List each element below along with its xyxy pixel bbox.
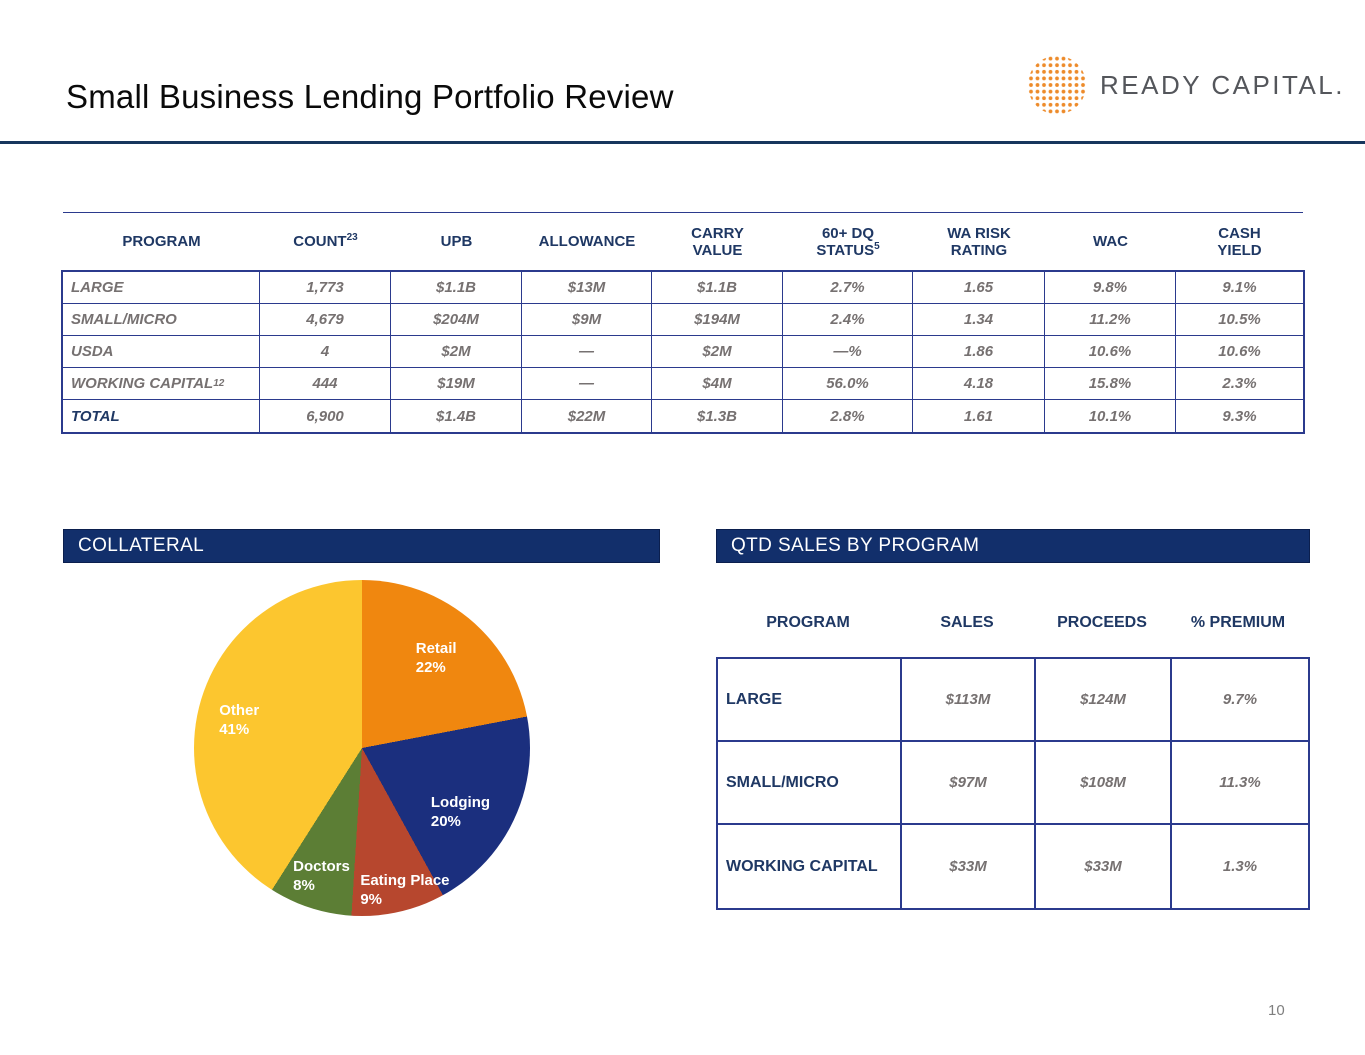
table-cell: 9.7% [1172, 659, 1308, 742]
col-header-cash-yield: CASH YIELD [1217, 224, 1262, 259]
page-number: 10 [1268, 1002, 1285, 1019]
table-cell: $124M [1036, 659, 1172, 742]
table-cell: 9.1% [1176, 272, 1303, 304]
pie-label-other: Other 41% [219, 701, 260, 738]
table-cell: $108M [1036, 742, 1172, 825]
portfolio-table-header-row: PROGRAM COUNT23 UPB ALLOWANCE CARRY VALUE… [63, 214, 1303, 269]
table-cell: 2.4% [783, 304, 913, 336]
pie-label-lodging: Lodging 20% [430, 794, 491, 831]
table-cell: 10.5% [1176, 304, 1303, 336]
table-cell: $194M [652, 304, 783, 336]
table-cell: 4 [260, 336, 391, 368]
col-header-program: PROGRAM [766, 614, 850, 631]
table-cell: $19M [391, 368, 522, 400]
table-cell: 1.86 [913, 336, 1045, 368]
table-cell: 2.8% [783, 400, 913, 432]
col-header-upb: UPB [440, 233, 473, 250]
table-row-label: WORKING CAPITAL 12 [63, 368, 260, 400]
table-cell: — [522, 336, 652, 368]
qtd-sales-header-row: PROGRAM SALES PROCEEDS % PREMIUM [716, 608, 1306, 638]
collateral-section-header: COLLATERAL [63, 529, 660, 563]
sales-row-label: LARGE [718, 659, 902, 742]
table-cell: 10.6% [1045, 336, 1176, 368]
col-header-wa-risk-rating: WA RISK RATING [947, 224, 1011, 259]
logo-text: READY CAPITAL. [1100, 69, 1345, 100]
page-title: Small Business Lending Portfolio Review [66, 78, 674, 115]
table-cell: 1.65 [913, 272, 1045, 304]
col-header-proceeds: PROCEEDS [1057, 614, 1147, 631]
table-cell: $22M [522, 400, 652, 432]
table-cell: — [522, 368, 652, 400]
logo-dots-icon [1027, 55, 1087, 115]
collateral-pie: Retail 22% Other 41% Lodging 20% Doctors 8% … [194, 580, 530, 916]
table-cell: 1.61 [913, 400, 1045, 432]
table-cell: $113M [902, 659, 1036, 742]
pie-label-doctors: Doctors 8% [293, 858, 350, 895]
col-header-dq-status: 60+ DQ STATUS5 [816, 224, 880, 259]
table-row-label: USDA [63, 336, 260, 368]
table-cell: 444 [260, 368, 391, 400]
pie-label-eating-place: Eating Place 9% [360, 871, 450, 908]
table-cell: $1.4B [391, 400, 522, 432]
table-row-label-total: TOTAL [63, 400, 260, 432]
table-cell: 56.0% [783, 368, 913, 400]
table-cell: 4.18 [913, 368, 1045, 400]
table-cell: $2M [652, 336, 783, 368]
table-cell: 15.8% [1045, 368, 1176, 400]
table-cell: 10.6% [1176, 336, 1303, 368]
table-cell: 10.1% [1045, 400, 1176, 432]
table-cell: $9M [522, 304, 652, 336]
table-cell: $2M [391, 336, 522, 368]
table-cell: 1.34 [913, 304, 1045, 336]
ready-capital-logo: READY CAPITAL. [1026, 55, 1345, 115]
table-cell: 1.3% [1222, 858, 1258, 875]
table-cell: 2.3% [1176, 368, 1303, 400]
table-cell: —% [783, 336, 913, 368]
table-cell: $4M [652, 368, 783, 400]
table-cell: $1.3B [652, 400, 783, 432]
table-row-label: LARGE [63, 272, 260, 304]
table-cell: 9.3% [1222, 407, 1257, 425]
sales-row-label: SMALL/MICRO [718, 742, 902, 825]
qtd-sales-section-header: QTD SALES BY PROGRAM [716, 529, 1310, 563]
table-cell: $13M [522, 272, 652, 304]
table-cell: 4,679 [260, 304, 391, 336]
table-cell: $33M [902, 825, 1036, 908]
col-header-allowance: ALLOWANCE [538, 233, 636, 250]
qtd-sales-grid: LARGE $113M $124M 9.7% SMALL/MICRO $97M … [716, 657, 1310, 910]
table-cell: 1,773 [260, 272, 391, 304]
table-cell: 11.3% [1172, 742, 1308, 825]
table-cell: $97M [902, 742, 1036, 825]
table-cell: 11.2% [1045, 304, 1176, 336]
table-cell: 6,900 [260, 400, 391, 432]
title-divider [0, 141, 1365, 144]
portfolio-table-grid: LARGE 1,773 $1.1B $13M $1.1B 2.7% 1.65 9… [61, 270, 1305, 434]
col-header-sales: SALES [940, 614, 994, 631]
pie-label-retail: Retail 22% [415, 639, 457, 676]
sales-row-label: WORKING CAPITAL [718, 825, 902, 908]
table-cell: 2.7% [783, 272, 913, 304]
table-cell: 9.8% [1045, 272, 1176, 304]
table-cell: $1.1B [391, 272, 522, 304]
col-header-premium: % PREMIUM [1190, 614, 1286, 631]
col-header-count: COUNT23 [293, 232, 358, 251]
table-cell: $1.1B [652, 272, 783, 304]
table-cell: $33M [1036, 825, 1172, 908]
col-header-wac: WAC [1093, 233, 1128, 250]
col-header-carry-value: CARRY VALUE [691, 224, 744, 259]
portfolio-table-top-rule [63, 212, 1303, 213]
col-header-program: PROGRAM [122, 233, 201, 250]
table-cell: $204M [391, 304, 522, 336]
table-row-label: SMALL/MICRO [63, 304, 260, 336]
